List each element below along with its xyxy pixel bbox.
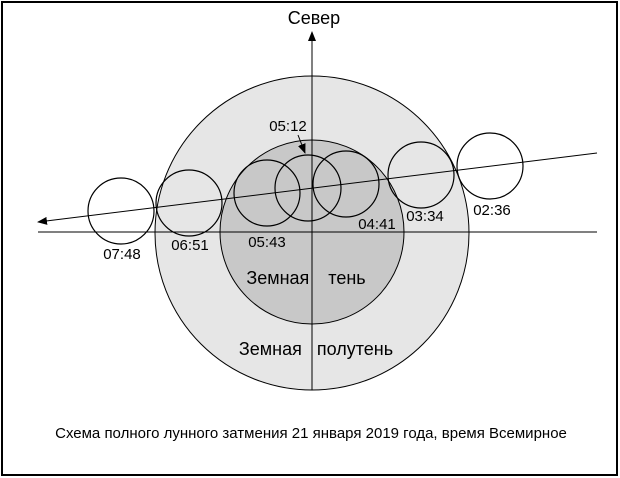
time-label: 02:36: [473, 202, 511, 219]
moon: [155, 169, 223, 237]
moon: [87, 177, 155, 245]
moon: [387, 141, 455, 209]
moon: [233, 159, 301, 227]
umbra-label: Земная тень: [246, 268, 365, 288]
caption: Схема полного лунного затмения 21 января…: [55, 425, 567, 442]
pointer-arrow: [297, 134, 306, 154]
penumbra-label: Земная полутень: [239, 339, 393, 359]
moon-path: [37, 152, 598, 225]
time-label: 05:43: [248, 234, 286, 251]
time-label: 03:34: [406, 208, 444, 225]
moon: [274, 154, 342, 222]
time-label: 05:12: [269, 118, 307, 135]
time-label: 07:48: [103, 246, 141, 263]
moons: [87, 132, 524, 245]
time-label: 04:41: [358, 216, 396, 233]
north-label: Север: [288, 8, 340, 28]
time-label: 06:51: [171, 237, 209, 254]
moon: [456, 132, 524, 200]
moon: [312, 150, 380, 218]
